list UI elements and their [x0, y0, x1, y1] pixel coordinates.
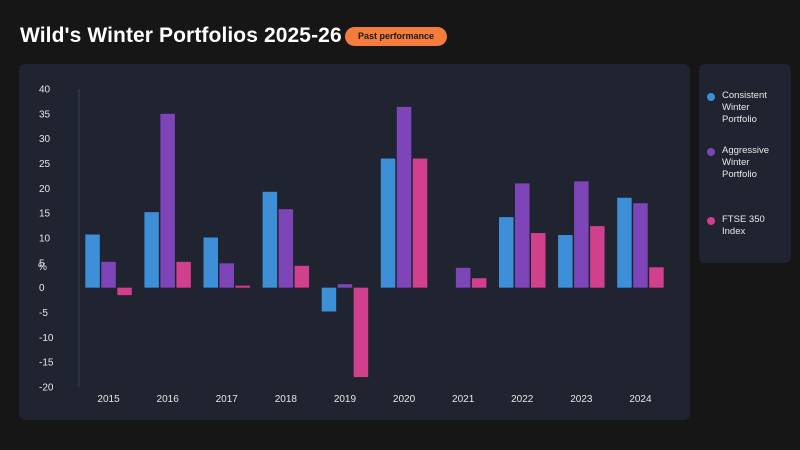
- chart-panel: 40 35 30 25 20 15 10 5 0 -5 -10 -15 -20% 2015 2016 2017…: [19, 64, 690, 420]
- legend-dot-icon: [707, 148, 715, 156]
- y-tick-label: 5: [39, 258, 45, 269]
- legend-dot-icon: [707, 217, 715, 225]
- legend-panel: Consistent Winter Portfolio Aggressive W…: [699, 64, 791, 263]
- x-tick-label: 2018: [275, 394, 298, 405]
- y-tick-label: 15: [39, 209, 51, 220]
- legend-item-consistent: Consistent Winter Portfolio: [707, 90, 782, 126]
- y-tick-label: 20: [39, 184, 51, 195]
- bar: [262, 191, 278, 288]
- bar: [499, 217, 514, 288]
- bar: [590, 226, 605, 288]
- bar: [321, 287, 337, 312]
- bar: [219, 263, 234, 288]
- y-tick-label: 0: [39, 283, 45, 294]
- x-tick-label: 2024: [629, 394, 652, 405]
- y-tick-label: 30: [39, 134, 51, 145]
- bar: [203, 237, 218, 288]
- bar: [515, 183, 530, 288]
- bar: [85, 234, 100, 288]
- legend-item-aggressive: Aggressive Winter Portfolio: [707, 145, 782, 181]
- legend-label: Aggressive Winter Portfolio: [722, 145, 769, 180]
- y-tick-label: -10: [39, 333, 54, 344]
- bar: [117, 287, 132, 296]
- x-tick-label: 2019: [334, 394, 357, 405]
- bar: [278, 209, 294, 288]
- y-tick-label: -5: [39, 308, 48, 319]
- bar: [649, 267, 664, 288]
- x-tick-label: 2022: [511, 394, 534, 405]
- bar: [380, 158, 396, 288]
- bar: [235, 285, 250, 288]
- bar: [617, 197, 632, 288]
- bar: [337, 284, 353, 288]
- bar: [455, 267, 471, 288]
- past-performance-badge: Past performance: [345, 27, 448, 46]
- bar: [294, 265, 310, 288]
- legend-label: Consistent Winter Portfolio: [722, 90, 767, 125]
- legend-item-ftse: FTSE 350 Index: [707, 214, 782, 238]
- x-tick-label: 2015: [97, 394, 120, 405]
- y-tick-label: -20: [39, 383, 54, 394]
- bar: [396, 106, 412, 288]
- x-tick-label: 2017: [216, 394, 239, 405]
- bar: [144, 212, 159, 288]
- bar: [412, 158, 428, 288]
- legend-label: FTSE 350 Index: [722, 214, 765, 237]
- x-tick-label: 2016: [157, 394, 180, 405]
- bar: [531, 233, 546, 288]
- y-tick-label: 10: [39, 234, 51, 245]
- bar: [558, 235, 573, 288]
- x-tick-label: 2023: [570, 394, 593, 405]
- y-tick-label: 25: [39, 159, 51, 170]
- bar: [160, 113, 175, 288]
- bar: [101, 261, 116, 288]
- page-title: Wild's Winter Portfolios 2025-26: [20, 24, 342, 47]
- bar: [176, 261, 191, 288]
- y-tick-label: 40: [39, 85, 51, 96]
- legend-dot-icon: [707, 93, 715, 101]
- x-tick-label: 2020: [393, 394, 416, 405]
- y-tick-label: 35: [39, 109, 51, 120]
- bar: [633, 203, 648, 288]
- bar: [574, 181, 589, 288]
- x-tick-label: 2021: [452, 394, 475, 405]
- y-tick-label: -15: [39, 358, 54, 369]
- bar: [353, 287, 369, 378]
- bar: [471, 278, 487, 288]
- y-axis-label: %: [38, 262, 47, 273]
